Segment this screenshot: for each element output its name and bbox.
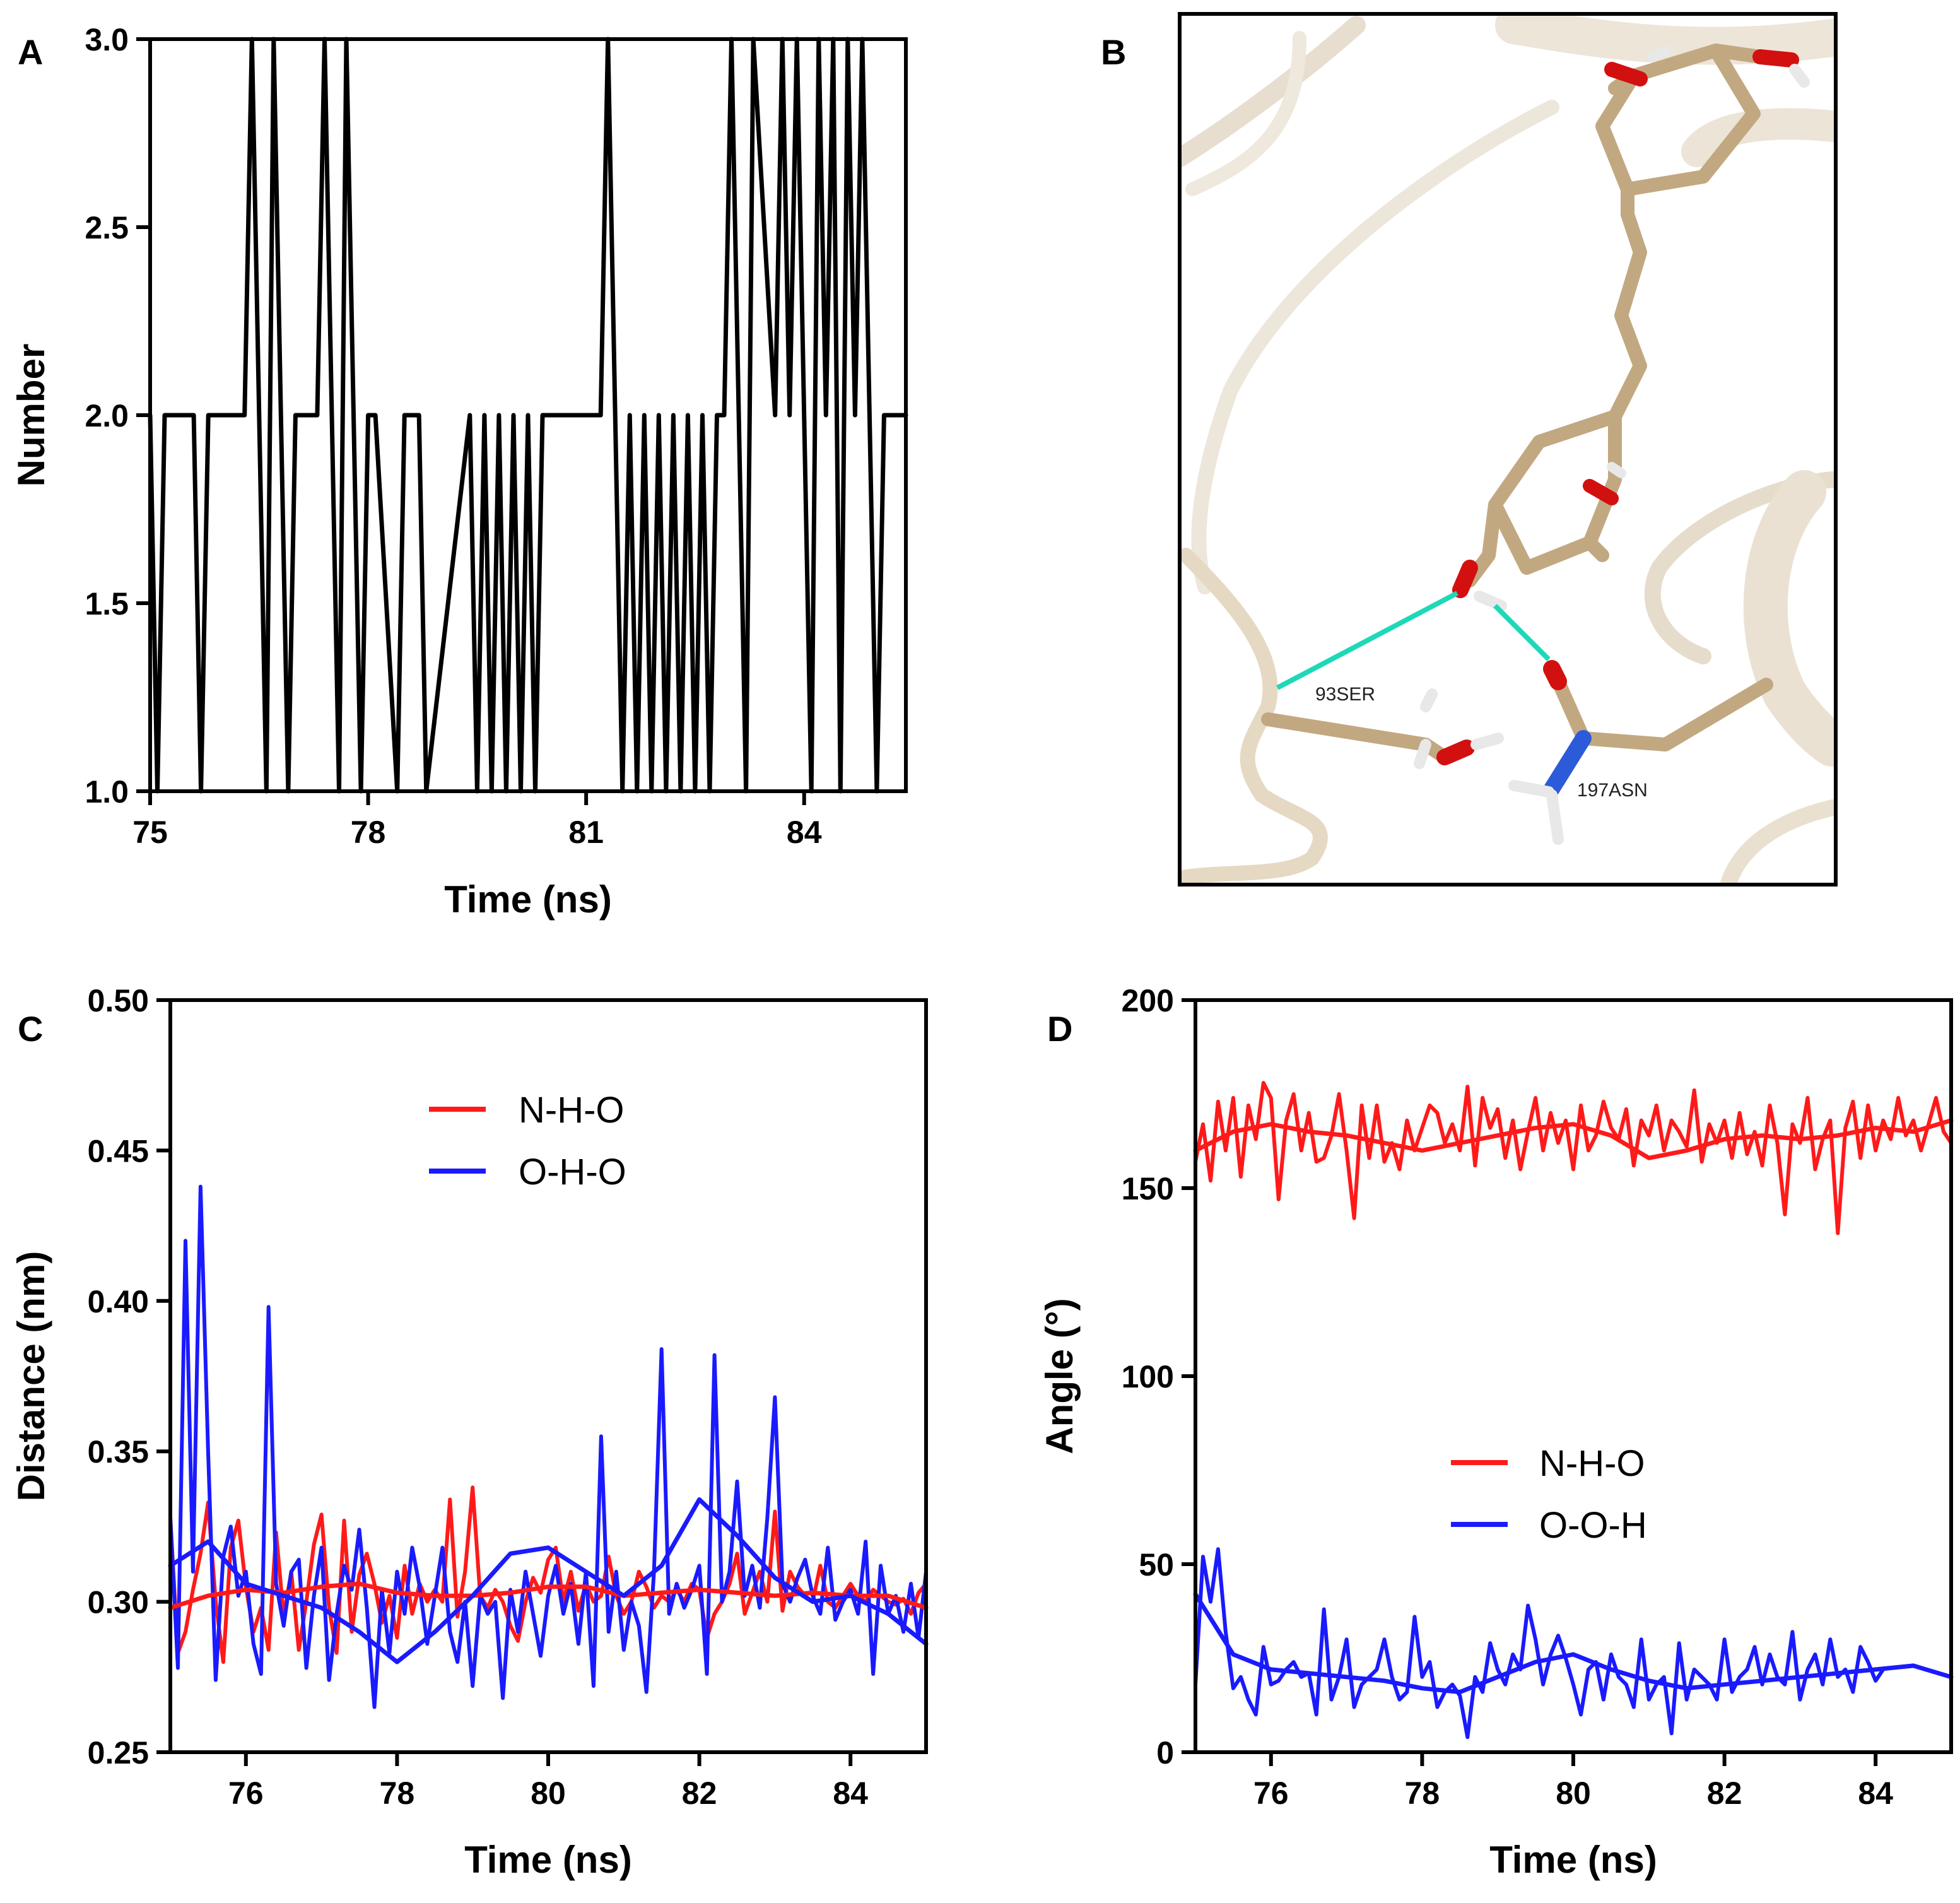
- panel-c-frame: [168, 998, 928, 1754]
- legend-label-nho: N-H-O: [519, 1090, 625, 1131]
- y-tick-label: 0: [1156, 1735, 1174, 1770]
- c-series-o-h-o: [168, 1184, 928, 1709]
- residue-93ser: [1261, 688, 1504, 769]
- y-tick-label: 0.35: [88, 1434, 149, 1470]
- ligand-molecule: [1463, 44, 1767, 587]
- y-tick-label: 1.5: [85, 586, 129, 622]
- c-series-n-h-o: [168, 1485, 928, 1664]
- x-tick-label: 84: [1858, 1776, 1893, 1811]
- y-tick-label: 0.40: [88, 1284, 149, 1319]
- y-tick-label: 150: [1122, 1171, 1174, 1206]
- panel-a-x-axis-label: Time (ns): [444, 878, 612, 921]
- x-tick-label: 76: [1253, 1776, 1289, 1811]
- residue-197asn: [1508, 660, 1773, 845]
- x-tick-label: 81: [568, 815, 604, 850]
- x-tick-label: 78: [380, 1776, 415, 1811]
- panel-c-label: C: [18, 1009, 43, 1049]
- panel-c-legend: N-H-O O-H-O: [429, 1090, 626, 1193]
- d-series-n-h-o-smoothed: [1193, 1118, 1954, 1160]
- legend-label-ooh: O-O-H: [1539, 1505, 1647, 1546]
- x-tick-label: 76: [228, 1776, 264, 1811]
- panel-a-frame: [148, 37, 908, 793]
- hydrogen-bonds: [1276, 591, 1551, 690]
- x-tick-label: 80: [531, 1776, 566, 1811]
- y-tick-label: 0.25: [88, 1735, 149, 1770]
- y-tick-label: 1.0: [85, 774, 129, 810]
- x-tick-label: 78: [1405, 1776, 1440, 1811]
- y-tick-label: 3.0: [85, 22, 129, 57]
- x-tick-label: 84: [833, 1776, 868, 1811]
- d-series-o-o-h-smoothed: [1193, 1592, 1954, 1695]
- ligand-oxygens: [1452, 45, 1810, 611]
- panel-c-y-axis-label: Distance (nm): [10, 1251, 52, 1502]
- c-series-o-h-o-smoothed: [168, 1497, 929, 1664]
- d-series-o-o-h: [1194, 1547, 1886, 1740]
- x-tick-label: 78: [351, 815, 386, 850]
- panel-d-angle-chart: D 76 78 80 82 84 0 50 100 150 200 N-H-O O-O-H Tim…: [1038, 983, 1954, 1881]
- panel-d-frame: [1194, 998, 1953, 1754]
- panel-d-x-axis-label: Time (ns): [1489, 1839, 1657, 1881]
- panel-a-label: A: [18, 32, 43, 72]
- panel-d-legend: N-H-O O-O-H: [1451, 1443, 1647, 1546]
- panel-c-distance-chart: C 76 78 80 82 84 0.25 0.30 0.35 0.40 0.45 0.50 N-H…: [10, 983, 929, 1881]
- legend-label-nho: N-H-O: [1539, 1443, 1645, 1484]
- residue-197asn-label: 197ASN: [1577, 780, 1648, 801]
- y-tick-label: 0.50: [88, 983, 149, 1018]
- panel-a-y-axis-label: Number: [10, 344, 52, 487]
- panel-c-x-axis-label: Time (ns): [464, 1839, 632, 1881]
- x-tick-label: 84: [787, 815, 822, 850]
- y-tick-label: 2.5: [85, 210, 129, 245]
- y-tick-label: 200: [1122, 983, 1174, 1018]
- x-tick-label: 82: [1707, 1776, 1742, 1811]
- panel-b-structure: B: [1101, 12, 1838, 887]
- y-tick-label: 100: [1122, 1359, 1174, 1394]
- panel-d-label: D: [1047, 1009, 1072, 1049]
- panel-a-number-chart: A 75 78 81 84 1.0 1.5 2.0 2.5 3.0 Time (ns) Numb…: [10, 22, 908, 921]
- protein-illustration: 93SER 197ASN: [1180, 14, 1836, 885]
- y-tick-label: 50: [1139, 1547, 1174, 1582]
- panel-b-label: B: [1101, 32, 1126, 72]
- panel-b-frame: [1178, 12, 1838, 887]
- a-series-h-bond-count: [148, 37, 908, 794]
- x-tick-label: 75: [132, 815, 168, 850]
- y-tick-label: 0.45: [88, 1133, 149, 1169]
- protein-ribbons: [1180, 14, 1836, 885]
- legend-label-oho: O-H-O: [519, 1152, 626, 1193]
- residue-93ser-label: 93SER: [1315, 684, 1375, 705]
- d-series-n-h-o: [1194, 1081, 1953, 1235]
- x-tick-label: 80: [1556, 1776, 1591, 1811]
- panel-d-y-axis-label: Angle (°): [1038, 1298, 1081, 1454]
- y-tick-label: 2.0: [85, 398, 129, 433]
- x-tick-label: 82: [682, 1776, 717, 1811]
- y-tick-label: 0.30: [88, 1585, 149, 1620]
